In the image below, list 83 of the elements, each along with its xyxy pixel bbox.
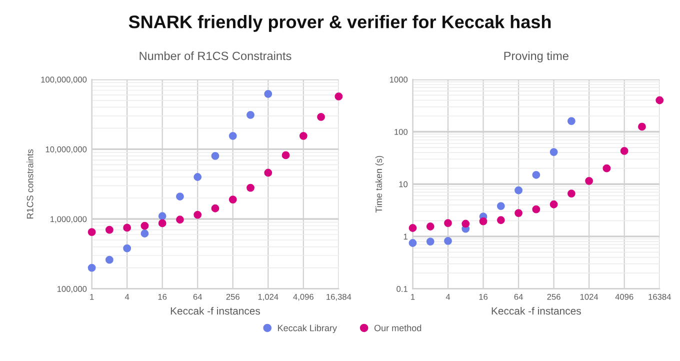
point [444, 219, 452, 228]
y-tick-label: 100,000 [57, 286, 87, 293]
point [211, 204, 220, 212]
x-tick-label: 16384 [648, 294, 671, 300]
point [140, 230, 149, 238]
point [496, 202, 505, 210]
point [211, 152, 220, 160]
x-tick-label: 1024 [580, 294, 598, 300]
point [317, 112, 325, 121]
x-axis-title: Keccak -f instances [170, 306, 260, 315]
x-tick-label: 1,024 [258, 294, 278, 301]
x-tick-label: 1 [90, 294, 94, 300]
point [426, 222, 434, 230]
point [194, 210, 202, 219]
y-tick-label: 10,000,000 [46, 146, 87, 154]
point [123, 224, 132, 232]
point [638, 122, 646, 131]
point [194, 173, 202, 181]
point [228, 132, 237, 140]
point [158, 212, 166, 220]
x-tick-label: 4 [124, 294, 130, 300]
point [334, 92, 343, 100]
x-tick-label: 64 [514, 294, 523, 300]
text: SNARK friendly prover & verifier for Keccak hash [128, 15, 551, 32]
point [264, 168, 272, 177]
y-tick-label: 10 [399, 181, 408, 188]
chart-title: Proving time [504, 51, 568, 62]
point [550, 200, 558, 208]
point [105, 256, 114, 264]
point [299, 132, 308, 140]
legend-label: Keccak Library [278, 324, 337, 334]
x-tick-label: 4 [446, 294, 450, 300]
y-tick-label: 100,000,000 [41, 76, 87, 84]
point [602, 164, 611, 172]
point [176, 192, 184, 200]
point [496, 216, 505, 224]
point [479, 217, 488, 226]
point [88, 228, 96, 236]
point [532, 205, 540, 214]
legend-label: Our method [374, 324, 422, 332]
point [282, 151, 290, 160]
x-axis-title: Keccak -f instances [492, 306, 581, 315]
y-tick-label: 1,000,000 [50, 216, 87, 224]
point [176, 216, 184, 224]
y-tick-label: 0.1 [396, 286, 408, 292]
x-tick-label: 16 [158, 294, 167, 300]
y-tick-label: 1000 [390, 76, 408, 83]
point [408, 224, 417, 232]
point [550, 148, 558, 156]
x-tick-label: 4096 [615, 294, 634, 300]
y-axis-title: R1CS constraints [26, 149, 34, 218]
point [88, 264, 96, 272]
point [426, 238, 434, 246]
point [246, 110, 254, 119]
x-tick-label: 16,384 [326, 294, 352, 301]
point [158, 219, 166, 228]
point [140, 222, 149, 230]
point [105, 226, 114, 234]
point [228, 196, 237, 204]
y-tick-label: 100 [394, 128, 408, 135]
y-tick-label: 1 [404, 234, 408, 240]
point [514, 186, 522, 194]
x-tick-label: 256 [547, 294, 560, 300]
point [532, 170, 540, 179]
point [408, 239, 417, 247]
y-axis-title: Time taken (s) [375, 156, 384, 213]
point [444, 237, 452, 245]
point [656, 96, 664, 104]
point [567, 117, 576, 126]
point [462, 220, 470, 228]
point [567, 190, 576, 198]
point [585, 176, 594, 185]
x-tick-label: 4,096 [293, 294, 314, 301]
point [123, 244, 132, 252]
x-tick-label: 16 [479, 294, 488, 300]
point [246, 184, 254, 192]
point [620, 147, 628, 155]
x-tick-label: 1 [411, 294, 415, 300]
point [514, 209, 522, 217]
x-tick-label: 64 [193, 294, 202, 300]
x-tick-label: 256 [226, 294, 240, 300]
point [264, 90, 272, 98]
chart-title: Number of R1CS Constraints [140, 51, 292, 60]
